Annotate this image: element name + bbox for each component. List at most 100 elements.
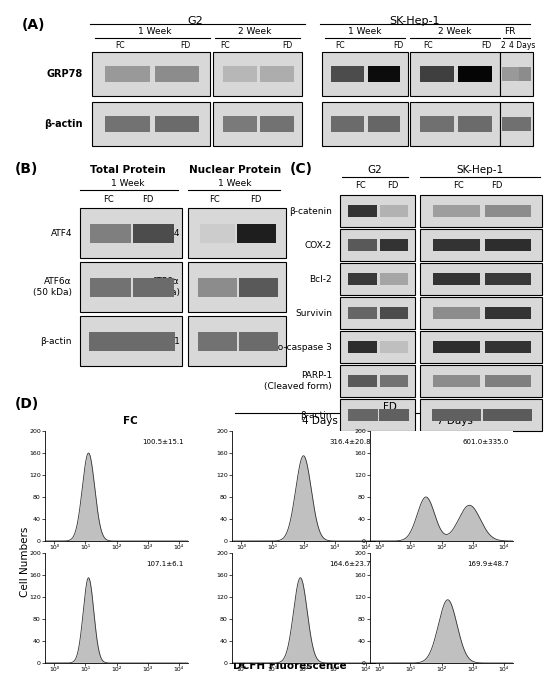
Text: SK-Hep-1: SK-Hep-1 bbox=[390, 16, 440, 26]
Bar bbox=[133, 224, 174, 243]
Bar bbox=[519, 117, 531, 131]
Bar bbox=[239, 278, 278, 297]
Bar bbox=[433, 307, 480, 319]
Text: G2: G2 bbox=[367, 165, 382, 175]
Text: FC: FC bbox=[355, 181, 365, 189]
Text: FC: FC bbox=[220, 42, 230, 51]
Bar bbox=[340, 229, 415, 261]
Text: 2 Week: 2 Week bbox=[438, 28, 472, 36]
Bar bbox=[133, 278, 174, 297]
Bar bbox=[485, 205, 531, 218]
Text: FC: FC bbox=[335, 42, 345, 51]
Bar bbox=[433, 340, 480, 353]
Bar bbox=[200, 224, 234, 243]
Text: FD: FD bbox=[387, 181, 399, 189]
Bar bbox=[90, 224, 131, 243]
Bar bbox=[519, 67, 531, 81]
Bar bbox=[348, 239, 377, 251]
Bar bbox=[223, 117, 257, 131]
Bar bbox=[433, 272, 480, 285]
Text: β-actin: β-actin bbox=[300, 410, 332, 419]
Text: FC: FC bbox=[210, 195, 221, 204]
Text: 316.4±20.8: 316.4±20.8 bbox=[329, 439, 371, 445]
Bar bbox=[485, 375, 531, 388]
Bar bbox=[420, 365, 542, 397]
Bar bbox=[188, 316, 286, 366]
Bar bbox=[458, 66, 492, 82]
Text: 1 Week: 1 Week bbox=[111, 179, 145, 189]
Bar bbox=[348, 375, 377, 388]
Bar bbox=[155, 66, 200, 82]
Bar bbox=[420, 263, 542, 295]
Text: FC: FC bbox=[423, 42, 433, 51]
Bar bbox=[485, 340, 531, 353]
Bar bbox=[260, 66, 294, 82]
Bar bbox=[340, 195, 415, 227]
Bar bbox=[92, 102, 210, 146]
Bar bbox=[379, 375, 408, 388]
Bar bbox=[503, 117, 521, 131]
Text: (B): (B) bbox=[15, 162, 39, 176]
Text: 1 Week: 1 Week bbox=[138, 28, 172, 36]
Bar bbox=[105, 66, 150, 82]
Text: FC: FC bbox=[453, 181, 463, 189]
Bar bbox=[322, 102, 408, 146]
Text: SK-Hep-1: SK-Hep-1 bbox=[456, 165, 504, 175]
Text: 2: 2 bbox=[500, 42, 505, 51]
Bar bbox=[379, 408, 409, 421]
Bar bbox=[340, 365, 415, 397]
Text: FD: FD bbox=[282, 42, 292, 51]
Text: FD: FD bbox=[250, 195, 262, 204]
Bar bbox=[420, 297, 542, 329]
Text: 2 Week: 2 Week bbox=[238, 28, 272, 36]
Bar bbox=[348, 205, 377, 218]
Bar bbox=[198, 278, 237, 297]
Bar bbox=[92, 52, 210, 96]
Bar bbox=[348, 272, 377, 285]
Text: Survivin: Survivin bbox=[295, 309, 332, 317]
Bar bbox=[420, 399, 542, 431]
Bar bbox=[458, 117, 492, 131]
Text: COX-2: COX-2 bbox=[305, 241, 332, 249]
Bar bbox=[379, 205, 408, 218]
Text: Cell Numbers: Cell Numbers bbox=[20, 527, 30, 597]
Text: DCFH Fluorescence: DCFH Fluorescence bbox=[233, 661, 347, 671]
Bar bbox=[379, 307, 408, 319]
Text: 4 Days: 4 Days bbox=[302, 416, 338, 426]
Text: FD: FD bbox=[491, 181, 503, 189]
Text: G2: G2 bbox=[187, 16, 203, 26]
Bar bbox=[213, 52, 302, 96]
Bar bbox=[213, 102, 302, 146]
Text: 164.6±23.7: 164.6±23.7 bbox=[329, 561, 371, 567]
Bar bbox=[80, 316, 182, 366]
Bar bbox=[485, 307, 531, 319]
Text: SP-1: SP-1 bbox=[160, 336, 180, 346]
Text: (A): (A) bbox=[22, 18, 46, 32]
Bar bbox=[485, 272, 531, 285]
Bar bbox=[80, 208, 182, 258]
Text: ATF6α
(50 kDa): ATF6α (50 kDa) bbox=[141, 277, 180, 297]
Text: (C): (C) bbox=[290, 162, 313, 176]
Text: 100.5±15.1: 100.5±15.1 bbox=[142, 439, 184, 445]
Bar bbox=[500, 102, 533, 146]
Bar bbox=[379, 272, 408, 285]
Bar bbox=[379, 340, 408, 353]
Text: GRP78: GRP78 bbox=[47, 69, 83, 79]
Bar bbox=[410, 102, 500, 146]
Text: Bcl-2: Bcl-2 bbox=[309, 274, 332, 284]
Bar bbox=[105, 117, 150, 131]
Text: 601.0±335.0: 601.0±335.0 bbox=[463, 439, 509, 445]
Text: 1 Week: 1 Week bbox=[218, 179, 252, 189]
Text: Pro-caspase 3: Pro-caspase 3 bbox=[269, 342, 332, 352]
Bar bbox=[485, 239, 531, 251]
Bar bbox=[155, 117, 200, 131]
Bar bbox=[367, 117, 400, 131]
Bar bbox=[379, 239, 408, 251]
Bar bbox=[198, 332, 237, 350]
Bar bbox=[348, 340, 377, 353]
Bar bbox=[420, 229, 542, 261]
Bar bbox=[483, 408, 532, 421]
Bar bbox=[239, 332, 278, 350]
Bar bbox=[433, 375, 480, 388]
Bar bbox=[420, 66, 454, 82]
